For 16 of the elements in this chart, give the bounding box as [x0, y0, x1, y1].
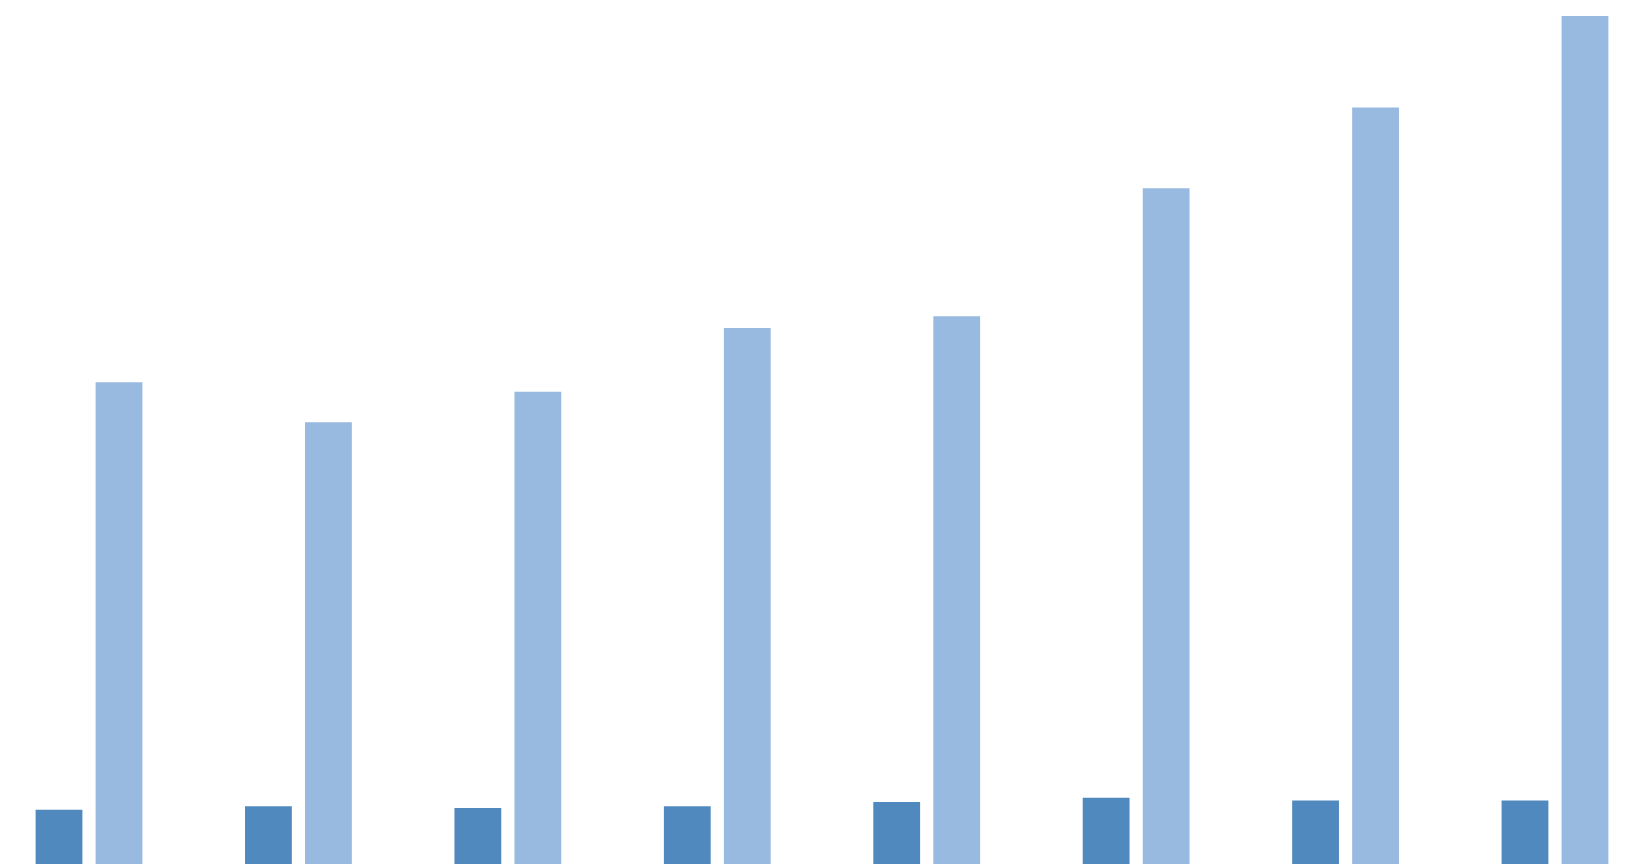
bar — [305, 422, 352, 864]
bar — [873, 802, 921, 864]
bar — [1142, 188, 1190, 864]
bar — [245, 806, 292, 864]
bar — [1561, 16, 1609, 864]
bar — [1292, 800, 1339, 864]
bar — [1501, 800, 1549, 864]
bar — [723, 328, 771, 864]
bar — [1352, 107, 1399, 864]
bar — [454, 808, 502, 864]
bar — [933, 316, 981, 864]
bar — [95, 382, 143, 864]
bar — [1082, 797, 1130, 864]
bar — [663, 806, 711, 864]
bar — [514, 391, 562, 864]
bar — [35, 809, 83, 864]
